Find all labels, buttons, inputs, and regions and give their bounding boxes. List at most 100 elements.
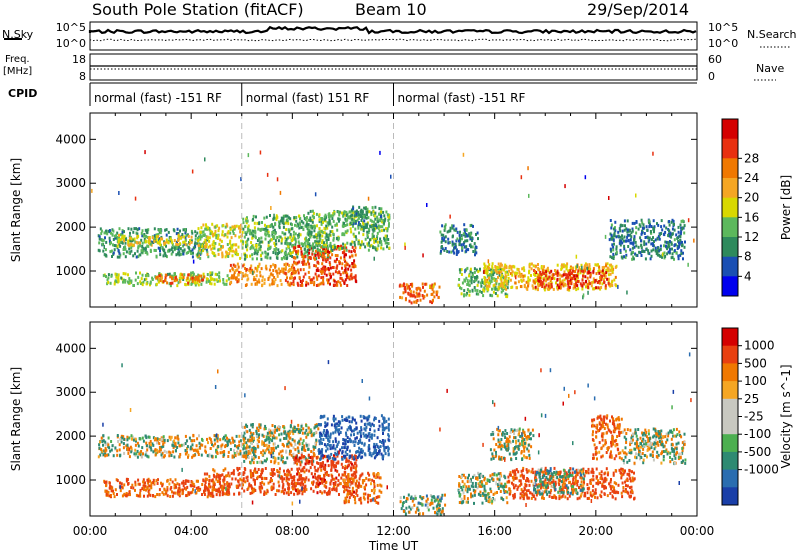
- power-cell: [289, 217, 292, 221]
- power-cell: [442, 238, 445, 242]
- power-cell: [292, 233, 295, 237]
- power-cell: [352, 211, 355, 215]
- power-cell: [543, 276, 546, 280]
- power-cell: [414, 295, 417, 299]
- velocity-cell: [151, 442, 154, 446]
- power-cell: [470, 281, 473, 285]
- velocity-cell: [263, 459, 266, 463]
- power-cell: [259, 245, 262, 249]
- power-cell: [353, 259, 356, 263]
- power-cell: [352, 222, 355, 226]
- power-cell: [562, 273, 565, 277]
- velocity-cell: [143, 494, 145, 498]
- power-cell: [549, 284, 552, 288]
- power-cell: [280, 241, 283, 245]
- power-cell: [340, 277, 343, 280]
- power-cell: [332, 219, 335, 223]
- power-cell: [382, 221, 385, 225]
- power-cell: [361, 221, 364, 225]
- power-cell: [171, 281, 174, 285]
- power-cell: [670, 220, 673, 224]
- velocity-cell: [313, 453, 315, 457]
- power-cell: [334, 223, 337, 227]
- velocity-cell: [233, 452, 236, 455]
- power-cell: [226, 231, 229, 235]
- power-cell: [441, 224, 444, 228]
- power-cell: [532, 279, 535, 283]
- power-cell: [155, 254, 158, 258]
- power-cell: [278, 220, 281, 224]
- power-cell: [190, 235, 193, 239]
- power-cell: [320, 218, 323, 221]
- power-cell: [503, 281, 506, 285]
- power-cell: [258, 262, 261, 266]
- power-cell: [178, 250, 181, 254]
- power-cell: [320, 276, 323, 280]
- velocity-cell: [250, 474, 253, 478]
- power-cell: [244, 253, 247, 257]
- power-cell: [615, 235, 618, 239]
- power-cell: [388, 246, 391, 250]
- power-cell: [242, 221, 245, 225]
- power-cell: [112, 251, 115, 255]
- power-cell: [678, 245, 681, 249]
- velocity-cell: [281, 443, 284, 446]
- velocity-cell: [273, 468, 275, 471]
- power-cell: [171, 276, 173, 280]
- power-cell: [362, 233, 365, 237]
- power-cell: [271, 280, 274, 284]
- power-cell: [384, 241, 387, 245]
- power-cell: [619, 229, 622, 233]
- velocity-cell: [273, 430, 276, 434]
- velocity-cell: [156, 448, 159, 452]
- velocity-cell: [259, 423, 262, 427]
- velocity-cell: [178, 492, 180, 496]
- power-cell: [190, 250, 193, 253]
- power-cell: [470, 223, 473, 227]
- velocity-cell: [297, 423, 300, 427]
- velocity-cell: [186, 450, 188, 454]
- power-cell: [605, 262, 608, 266]
- power-cell: [274, 223, 277, 227]
- velocity-cell: [286, 444, 288, 448]
- velocity-cell: [269, 480, 272, 484]
- velocity-cell: [273, 436, 276, 440]
- power-cell: [346, 241, 349, 245]
- velocity-cell: [270, 447, 273, 450]
- velocity-cell: [288, 452, 291, 456]
- power-cell: [323, 231, 326, 235]
- velocity-cell: [285, 479, 288, 483]
- power-cell: [612, 248, 615, 252]
- power-panel: [89, 112, 698, 308]
- velocity-cell: [186, 447, 189, 451]
- power-cell: [276, 271, 279, 275]
- power-cell: [469, 269, 472, 273]
- power-cell: [313, 280, 316, 284]
- velocity-cell: [226, 488, 229, 492]
- power-cell: [206, 238, 209, 242]
- power-cell: [352, 207, 355, 211]
- velocity-cell: [295, 489, 298, 492]
- power-cell: [278, 251, 281, 255]
- power-cell: [369, 244, 372, 248]
- power-cell: [206, 277, 208, 281]
- power-cell: [311, 224, 314, 228]
- power-cell: [297, 252, 299, 256]
- power-cell: [677, 225, 680, 229]
- power-cell: [136, 232, 139, 236]
- power-cell: [289, 276, 292, 280]
- velocity-cell: [251, 474, 254, 478]
- power-cell: [495, 279, 498, 283]
- power-cell: [263, 281, 266, 285]
- power-cell: [157, 280, 160, 284]
- velocity-cell: [280, 432, 283, 436]
- power-speckle: [652, 151, 654, 156]
- velocity-cell: [150, 448, 153, 452]
- power-cell: [322, 258, 324, 262]
- power-cell: [319, 237, 322, 241]
- power-cell: [309, 225, 312, 229]
- power-cell: [321, 262, 324, 266]
- power-cell: [298, 214, 300, 218]
- power-cell: [280, 239, 283, 243]
- velocity-cell: [223, 435, 225, 439]
